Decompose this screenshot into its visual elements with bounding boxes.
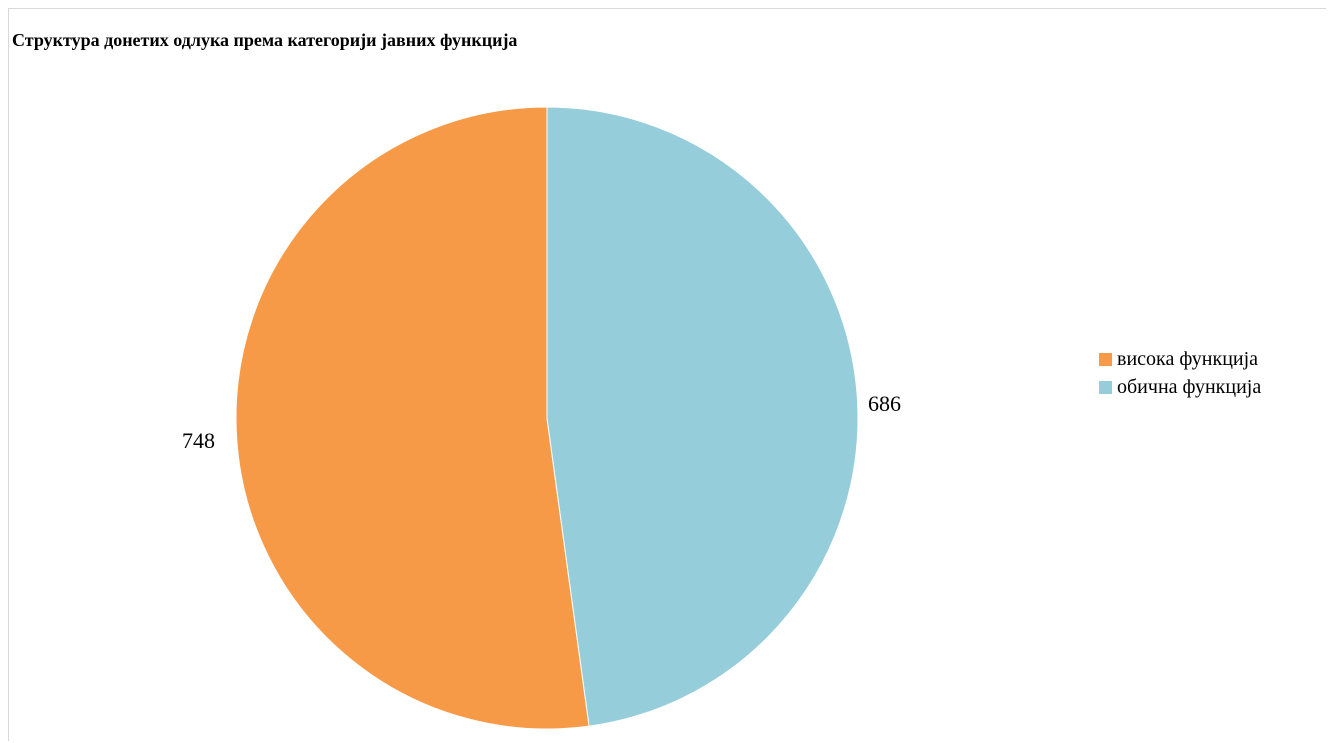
- data-label-visoka: 748: [182, 428, 215, 453]
- legend-label-visoka: висока функција: [1117, 347, 1259, 370]
- legend-label-obicna: обична функција: [1117, 375, 1262, 398]
- pie-slice-obicna: [546, 106, 859, 727]
- legend-swatch-obicna: [1099, 380, 1112, 394]
- data-label-obicna: 686: [868, 391, 901, 416]
- pie-slice-visoka: [235, 106, 590, 730]
- legend-swatch-visoka: [1099, 352, 1112, 366]
- legend-item-visoka: висока функција: [1099, 345, 1261, 373]
- chart-title: Структура донетих одлука према категориј…: [12, 30, 518, 50]
- chart-frame: [8, 8, 1326, 741]
- legend: висока функција обична функција: [1099, 345, 1261, 401]
- legend-item-obicna: обична функција: [1099, 373, 1261, 401]
